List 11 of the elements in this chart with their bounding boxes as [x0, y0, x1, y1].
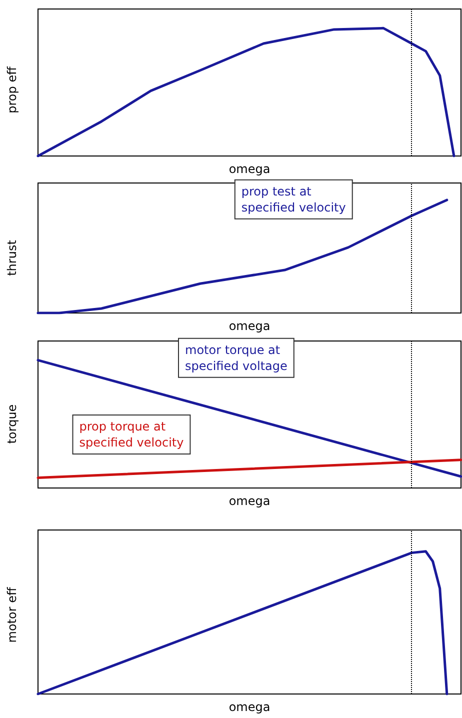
x-axis-title: omega: [228, 162, 270, 176]
series-label: prop torque at specified velocity: [79, 420, 184, 450]
x-axis-title: omega: [228, 494, 270, 508]
y-axis-title: thrust: [5, 240, 19, 276]
x-axis-title: omega: [228, 700, 270, 714]
y-axis-title: torque: [5, 404, 19, 444]
x-axis-title: omega: [228, 319, 270, 333]
y-axis-title: prop eff: [5, 66, 19, 114]
text: motor torque at specified voltage: [185, 342, 288, 373]
y-axis-title: motor eff: [5, 586, 19, 643]
text: prop test at specified velocity: [241, 184, 346, 214]
